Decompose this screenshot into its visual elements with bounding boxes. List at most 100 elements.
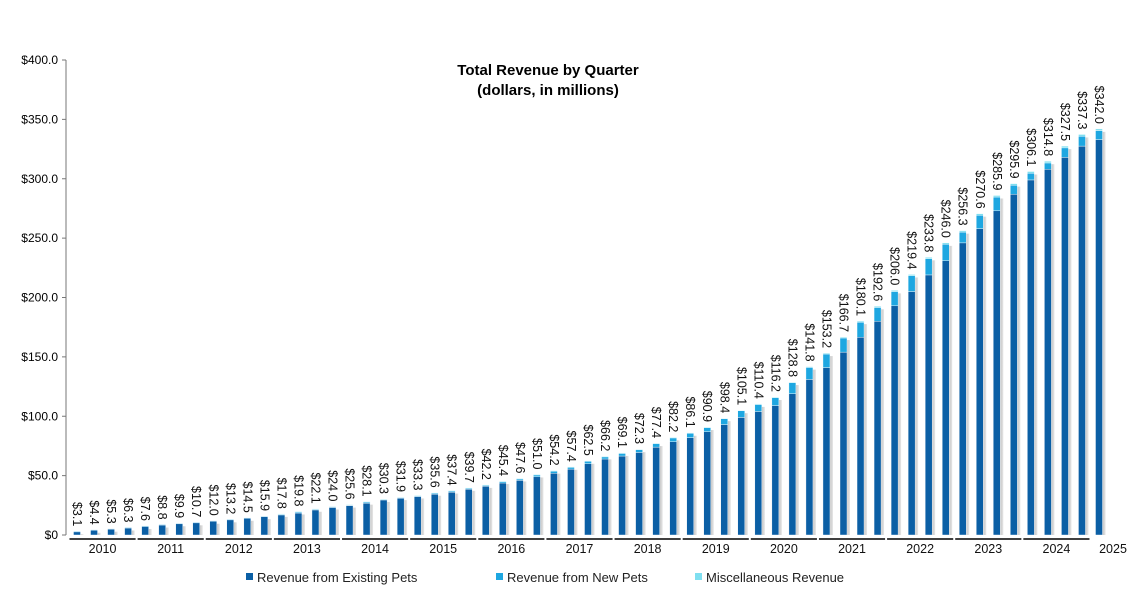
bar-segment-existing-pets <box>107 528 115 536</box>
bar-segment-new-pets <box>686 433 694 438</box>
data-label: $82.2 <box>666 401 680 432</box>
year-label: 2013 <box>293 542 321 556</box>
bar-segment-misc-revenue <box>499 480 507 482</box>
bar-segment-existing-pets <box>890 305 899 536</box>
bar-segment-new-pets <box>260 515 269 517</box>
data-label: $295.9 <box>1007 140 1021 178</box>
data-label: $33.3 <box>411 459 425 490</box>
bar-segment-misc-revenue <box>448 490 456 492</box>
bars <box>73 128 1106 536</box>
data-label: $39.7 <box>462 452 476 483</box>
bar-segment-existing-pets <box>976 228 984 536</box>
bar-segment-existing-pets <box>1044 169 1052 536</box>
bar-segment-existing-pets <box>396 497 405 536</box>
bar-segment-existing-pets <box>822 367 831 536</box>
y-tick-label: $350.0 <box>21 112 58 126</box>
data-label: $116.2 <box>768 355 782 392</box>
bar-segment-existing-pets <box>959 242 967 536</box>
bar-segment-existing-pets <box>516 480 524 536</box>
bar-segment-misc-revenue <box>993 195 1001 198</box>
bar-segment-misc-revenue <box>737 409 745 411</box>
bar-segment-existing-pets <box>243 517 252 536</box>
bar-segment-existing-pets <box>90 529 98 536</box>
bar-segment-existing-pets <box>652 446 660 536</box>
bar-segment-misc-revenue <box>482 484 490 486</box>
bar-segment-misc-revenue <box>703 426 711 428</box>
bar-segment-existing-pets <box>294 512 303 536</box>
data-label: $3.1 <box>70 502 84 526</box>
data-label: $4.4 <box>87 500 101 524</box>
bar-segment-new-pets <box>924 258 933 276</box>
bar-segment-existing-pets <box>907 291 916 536</box>
bar-segment-misc-revenue <box>635 448 643 450</box>
bar-segment-new-pets <box>805 367 814 380</box>
bar-segment-misc-revenue <box>277 513 286 515</box>
bar-segment-existing-pets <box>737 417 745 536</box>
bar-segment-existing-pets <box>311 509 320 536</box>
data-label: $37.4 <box>445 454 459 485</box>
bar-segment-misc-revenue <box>1061 145 1069 149</box>
year-label: 2025 <box>1099 542 1127 556</box>
y-tick-label: $100.0 <box>21 409 58 423</box>
bar-segment-misc-revenue <box>856 320 865 323</box>
data-label: $54.2 <box>547 434 561 465</box>
bar-segment-new-pets <box>737 410 745 418</box>
bar-segment-new-pets <box>856 322 865 338</box>
bar-segment-misc-revenue <box>788 381 797 383</box>
bar-segment-misc-revenue <box>907 274 916 276</box>
data-label: $256.3 <box>956 187 970 225</box>
bar-segment-existing-pets <box>499 482 507 536</box>
y-tick-label: $400.0 <box>21 53 58 67</box>
data-label: $13.2 <box>223 483 237 514</box>
bar-segment-new-pets <box>771 397 780 406</box>
bar-segment-misc-revenue <box>669 437 677 439</box>
bar-segment-existing-pets <box>1061 157 1069 536</box>
y-tick-label: $300.0 <box>21 172 58 186</box>
year-label: 2021 <box>838 542 866 556</box>
bar-segment-misc-revenue <box>822 352 831 355</box>
bar-segment-new-pets <box>1061 147 1069 158</box>
bar-segment-new-pets <box>890 291 899 307</box>
data-label: $7.6 <box>138 497 152 521</box>
data-label: $206.0 <box>888 247 902 285</box>
legend-label: Miscellaneous Revenue <box>706 570 844 585</box>
bar-segment-new-pets <box>107 528 115 530</box>
bar-segment-existing-pets <box>873 321 882 536</box>
bar-segment-existing-pets <box>345 505 354 536</box>
bar-segment-new-pets <box>1027 172 1035 181</box>
bar-segment-existing-pets <box>141 526 149 536</box>
year-label: 2012 <box>225 542 253 556</box>
bar-segment-existing-pets <box>601 458 609 536</box>
data-label: $314.8 <box>1041 118 1055 156</box>
bar-segment-new-pets <box>873 307 882 322</box>
bar-segment-misc-revenue <box>294 511 303 513</box>
bar-segment-misc-revenue <box>362 501 371 503</box>
bar-segment-misc-revenue <box>533 474 541 476</box>
data-label: $35.6 <box>428 456 442 487</box>
bar-segment-misc-revenue <box>618 452 626 454</box>
data-label: $5.3 <box>104 499 118 523</box>
bar-segment-existing-pets <box>1010 193 1018 536</box>
data-label: $57.4 <box>564 431 578 462</box>
data-label: $6.3 <box>121 498 135 522</box>
bar-segment-existing-pets <box>448 492 456 536</box>
data-label: $153.2 <box>819 310 833 348</box>
data-label: $233.8 <box>922 214 936 252</box>
bar-segment-existing-pets <box>1027 179 1035 536</box>
bar-segment-misc-revenue <box>413 495 422 497</box>
year-label: 2019 <box>702 542 730 556</box>
data-labels: $3.1 $4.4 $5.3 $6.3 $7.6 $8.8 $9.9 $10.7 $12.0 $1… <box>70 86 1106 527</box>
bar-segment-existing-pets <box>379 499 388 536</box>
bar-segment-misc-revenue <box>379 498 388 500</box>
bar-segment-misc-revenue <box>465 487 473 489</box>
bar-segment-misc-revenue <box>720 417 728 419</box>
year-label: 2020 <box>770 542 798 556</box>
bar-segment-existing-pets <box>720 424 728 536</box>
bar-segment-existing-pets <box>550 473 558 536</box>
year-label: 2024 <box>1043 542 1071 556</box>
data-label: $105.1 <box>734 367 748 405</box>
data-label: $28.1 <box>360 465 374 496</box>
bar-segment-misc-revenue <box>516 478 524 480</box>
data-label: $270.6 <box>973 170 987 208</box>
